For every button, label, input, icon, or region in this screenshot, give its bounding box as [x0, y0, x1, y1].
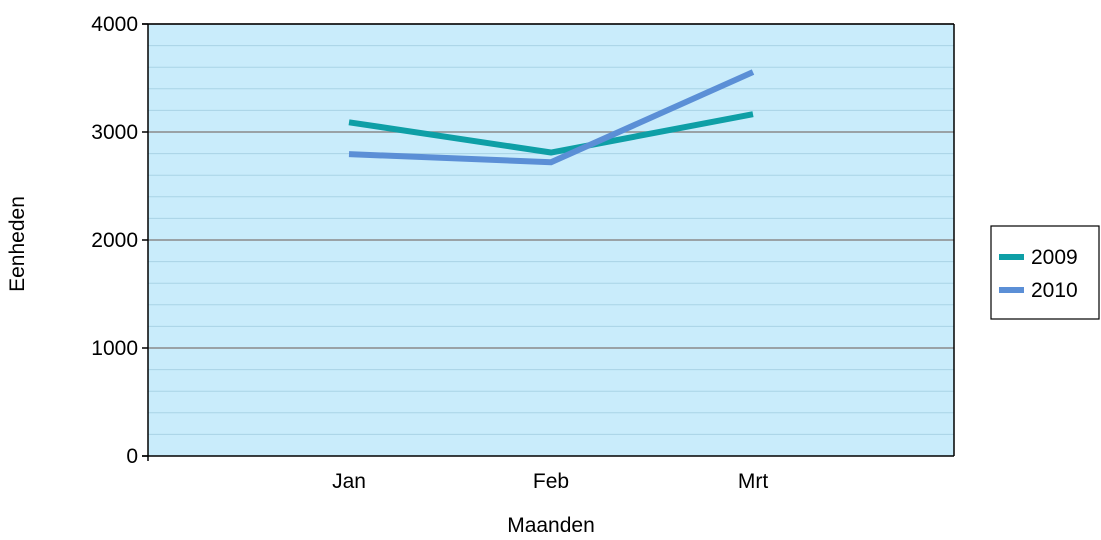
series-line-2009: [348, 111, 754, 156]
axes: [142, 23, 955, 461]
y-tick-label: 0: [126, 445, 138, 468]
y-tick-label: 4000: [91, 13, 138, 36]
y-axis-tick-labels: 0 1000 2000 3000 4000: [91, 13, 138, 468]
x-tick-label: Mrt: [738, 470, 768, 493]
y-axis-title: Eenheden: [6, 196, 29, 292]
legend-label-2009: 2009: [1031, 246, 1078, 269]
series-lines: [348, 69, 755, 166]
x-tick-label: Feb: [533, 470, 569, 493]
y-tick-label: 2000: [91, 229, 138, 252]
x-tick-label: Jan: [332, 470, 366, 493]
legend-label-2010: 2010: [1031, 279, 1078, 302]
legend-box: [990, 225, 1100, 320]
legend: 2009 2010: [990, 225, 1100, 320]
x-axis-title: Maanden: [507, 514, 595, 537]
y-tick-label: 3000: [91, 121, 138, 144]
minor-gridlines: [148, 45, 954, 435]
y-tick-label: 1000: [91, 337, 138, 360]
series-line-2010: [348, 69, 755, 166]
x-axis-tick-labels: Jan Feb Mrt: [332, 470, 768, 493]
